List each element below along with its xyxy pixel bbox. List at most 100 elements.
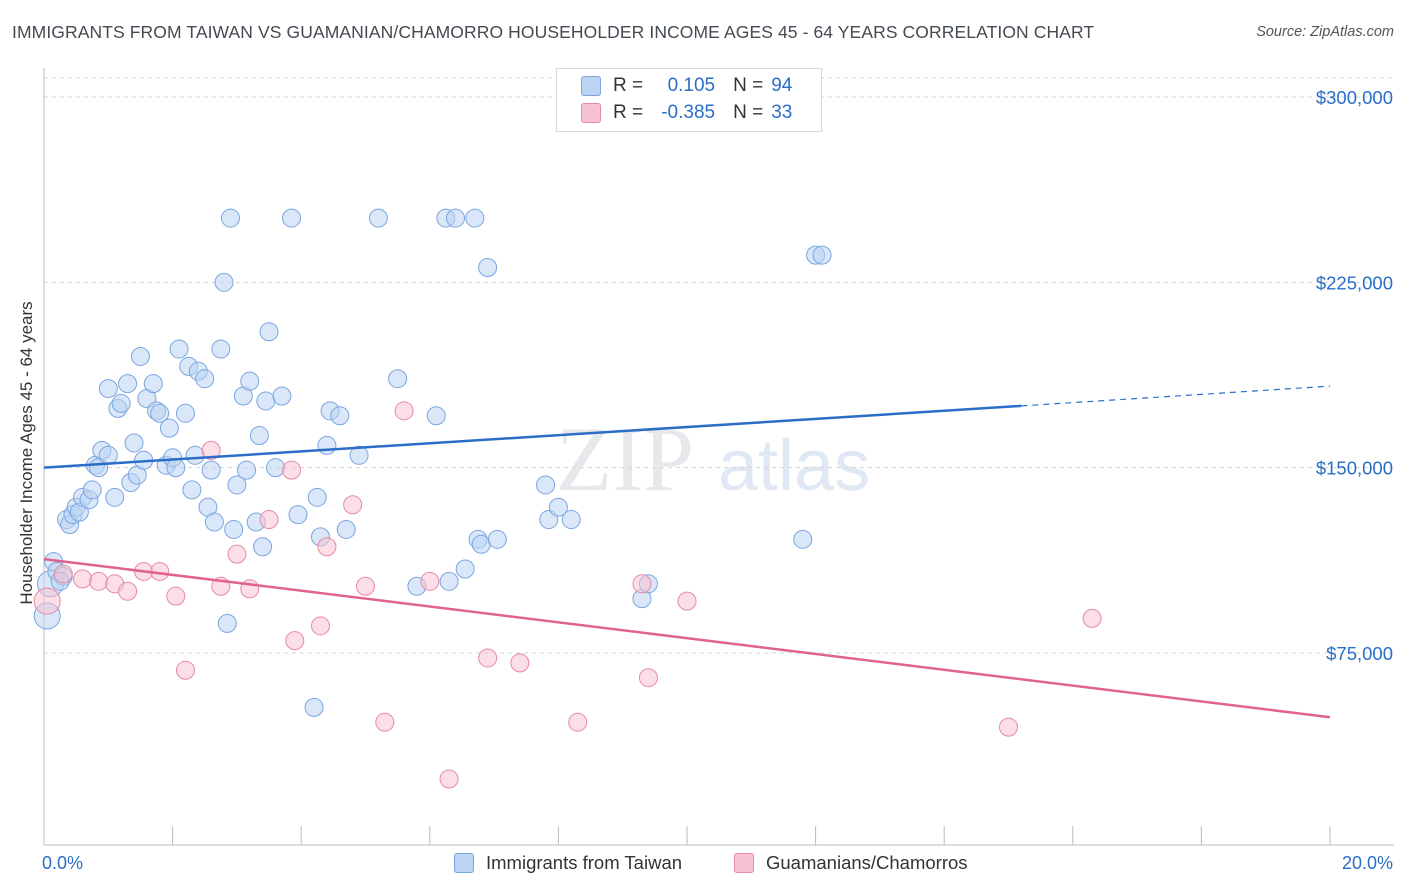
point-taiwan bbox=[336, 519, 356, 539]
point-taiwan bbox=[478, 258, 498, 278]
point-chamorro bbox=[439, 769, 459, 789]
point-taiwan bbox=[195, 369, 215, 389]
point-taiwan bbox=[98, 379, 118, 399]
point-chamorro bbox=[118, 581, 138, 601]
y-tick-label: $75,000 bbox=[1326, 643, 1393, 664]
point-taiwan bbox=[237, 460, 257, 480]
point-taiwan bbox=[256, 391, 276, 411]
bottom-legend-swatch-taiwan bbox=[454, 853, 474, 873]
point-chamorro bbox=[1082, 608, 1102, 628]
legend-n-label: N = bbox=[733, 102, 764, 123]
point-taiwan bbox=[812, 245, 832, 265]
legend-r-value-chamorro: -0.385 bbox=[661, 102, 716, 123]
point-taiwan bbox=[204, 512, 224, 532]
legend-swatch-taiwan bbox=[581, 76, 601, 96]
y-axis-label: Householder Income Ages 45 - 64 years bbox=[17, 301, 36, 604]
point-chamorro bbox=[166, 586, 186, 606]
watermark-zip: ZIP bbox=[556, 408, 694, 510]
point-chamorro bbox=[343, 495, 363, 515]
point-taiwan bbox=[98, 445, 118, 465]
point-taiwan bbox=[169, 339, 189, 359]
point-taiwan bbox=[307, 487, 327, 507]
point-taiwan bbox=[368, 208, 388, 228]
point-chamorro bbox=[175, 660, 195, 680]
legend-row-taiwan: R = 0.105 N = 94 bbox=[581, 75, 792, 97]
point-taiwan bbox=[317, 435, 337, 455]
point-taiwan bbox=[455, 559, 475, 579]
point-taiwan bbox=[201, 460, 221, 480]
point-taiwan bbox=[214, 272, 234, 292]
point-taiwan bbox=[426, 406, 446, 426]
point-taiwan bbox=[465, 208, 485, 228]
point-taiwan bbox=[793, 529, 813, 549]
point-chamorro bbox=[259, 510, 279, 530]
point-taiwan bbox=[259, 322, 279, 342]
point-taiwan bbox=[175, 403, 195, 423]
point-chamorro bbox=[510, 653, 530, 673]
point-taiwan bbox=[217, 613, 237, 633]
point-chamorro bbox=[356, 576, 375, 596]
watermark-atlas: atlas bbox=[718, 426, 870, 506]
point-taiwan bbox=[227, 475, 247, 495]
point-chamorro bbox=[317, 537, 337, 557]
bottom-legend-swatch-chamorro bbox=[734, 853, 754, 873]
source-label: Source: ZipAtlas.com bbox=[1256, 24, 1394, 40]
point-taiwan bbox=[166, 458, 186, 478]
point-chamorro bbox=[677, 591, 697, 611]
point-taiwan bbox=[304, 697, 324, 717]
point-chamorro bbox=[282, 460, 302, 480]
point-taiwan bbox=[220, 208, 240, 228]
point-taiwan bbox=[282, 208, 302, 228]
point-taiwan bbox=[548, 497, 568, 517]
point-taiwan bbox=[159, 418, 179, 438]
point-taiwan bbox=[439, 571, 459, 591]
point-taiwan bbox=[288, 505, 308, 525]
point-chamorro bbox=[201, 440, 221, 460]
gridlines bbox=[44, 77, 1394, 654]
point-chamorro bbox=[999, 717, 1018, 737]
point-taiwan bbox=[185, 445, 205, 465]
point-chamorro bbox=[285, 631, 305, 651]
point-taiwan bbox=[249, 426, 269, 446]
bottom-legend-label-chamorro: Guamanians/Chamorros bbox=[766, 852, 968, 873]
point-taiwan bbox=[446, 208, 466, 228]
point-taiwan bbox=[388, 369, 408, 389]
legend-n-label: N = bbox=[733, 75, 764, 96]
y-tick-labels: $75,000 $150,000 $225,000 $300,000 bbox=[1316, 87, 1393, 664]
point-taiwan bbox=[82, 480, 102, 500]
point-chamorro bbox=[310, 616, 330, 636]
point-chamorro bbox=[73, 569, 93, 589]
correlation-legend: R = 0.105 N = 94 R = -0.385 N = 33 bbox=[556, 68, 822, 132]
point-taiwan bbox=[224, 519, 244, 539]
point-chamorro bbox=[227, 544, 247, 564]
trend-lines bbox=[43, 385, 1331, 719]
x-tick-label-max: 20.0% bbox=[1342, 853, 1393, 873]
point-chamorro bbox=[568, 712, 588, 732]
point-taiwan bbox=[265, 458, 285, 478]
point-taiwan bbox=[330, 406, 350, 426]
point-taiwan bbox=[272, 386, 292, 406]
point-taiwan bbox=[150, 403, 170, 423]
y-tick-label: $150,000 bbox=[1316, 458, 1393, 479]
point-taiwan bbox=[471, 534, 491, 554]
point-taiwan bbox=[105, 487, 125, 507]
x-tick-label-min: 0.0% bbox=[42, 853, 83, 873]
legend-r-value-taiwan: 0.105 bbox=[667, 75, 716, 96]
point-taiwan bbox=[124, 433, 144, 453]
point-chamorro bbox=[420, 571, 440, 591]
point-taiwan bbox=[211, 339, 231, 359]
trend-line-taiwan-extension bbox=[1021, 385, 1331, 407]
point-taiwan bbox=[253, 537, 273, 557]
legend-n-value-chamorro: 33 bbox=[771, 102, 793, 123]
point-taiwan bbox=[487, 529, 507, 549]
point-taiwan bbox=[536, 475, 556, 495]
point-chamorro bbox=[394, 401, 414, 421]
legend-r-label: R = bbox=[613, 102, 644, 123]
legend-row-chamorro: R = -0.385 N = 33 bbox=[581, 102, 792, 124]
axes bbox=[43, 68, 1394, 846]
point-chamorro bbox=[375, 712, 395, 732]
point-taiwan bbox=[182, 480, 202, 500]
point-chamorro bbox=[53, 564, 73, 584]
point-taiwan bbox=[118, 374, 138, 394]
bottom-legend-chamorro: Guamanians/Chamorros bbox=[734, 852, 968, 874]
